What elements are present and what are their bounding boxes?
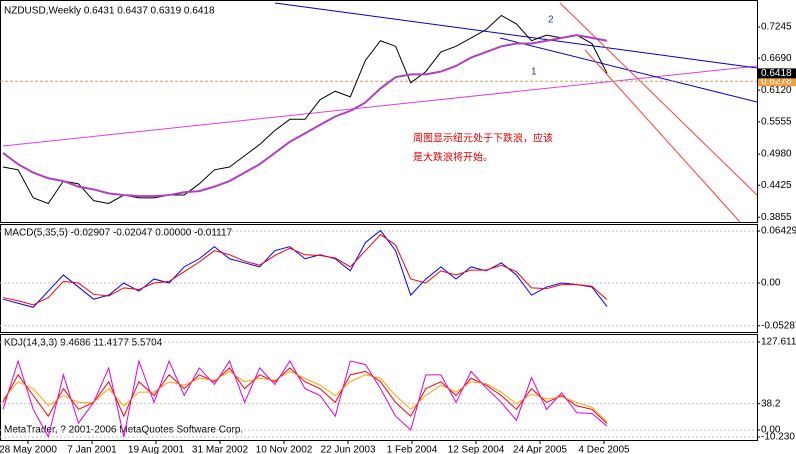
x-tick-label: 7 Jan 2001 bbox=[67, 445, 117, 454]
kdj-pane bbox=[0, 334, 758, 441]
y-tick-label: 127.611 bbox=[761, 337, 796, 348]
x-tick-label: 4 Dec 2005 bbox=[578, 445, 630, 454]
x-tick-label: 28 May 2000 bbox=[0, 445, 57, 454]
x-tick-label: 31 Mar 2002 bbox=[192, 445, 249, 454]
y-tick-label: 0.00 bbox=[761, 278, 781, 289]
series-line bbox=[2, 14, 608, 205]
bid-box bbox=[758, 68, 796, 79]
red-line bbox=[559, 2, 758, 196]
price-pane bbox=[0, 0, 758, 223]
y-tick-label: 0.00 bbox=[761, 425, 781, 436]
pane-title: NZDUSD,Weekly 0.6431 0.6437 0.6319 0.641… bbox=[4, 6, 215, 17]
x-tick-label: 1 Feb 2004 bbox=[387, 445, 438, 454]
red-line bbox=[584, 49, 741, 223]
y-tick-label: 0.7245 bbox=[761, 22, 792, 33]
y-tick-label: 0.5555 bbox=[761, 116, 792, 127]
macd-pane bbox=[0, 224, 758, 333]
pane-title: KDJ(14,3,3) 9.4686 11.4177 5.5704 bbox=[4, 338, 163, 349]
series-line bbox=[2, 359, 608, 439]
trend-line bbox=[2, 65, 758, 147]
y-tick-label: -10.230 bbox=[761, 432, 795, 443]
pane-title: MACD(5,35,5) -0.02907 -0.02047 0.00000 -… bbox=[4, 228, 233, 239]
copyright: MetaTrader, ? 2001-2006 MetaQuotes Softw… bbox=[4, 425, 243, 436]
y-tick-label: 0.3855 bbox=[761, 212, 792, 223]
level-label: 0.6278 bbox=[761, 76, 792, 87]
series-line bbox=[2, 233, 608, 306]
y-tick-label: -0.05287 bbox=[761, 320, 796, 331]
annotation: 周图显示纽元处于下跌浪，应该 bbox=[413, 132, 553, 145]
annotation: 是大跌浪将开始。 bbox=[413, 151, 493, 164]
level-box bbox=[758, 76, 796, 87]
x-tick-label: 19 Aug 2001 bbox=[128, 445, 185, 454]
series-line bbox=[2, 367, 608, 424]
bid-label: 0.6418 bbox=[761, 68, 792, 79]
x-tick-label: 10 Nov 2002 bbox=[256, 445, 313, 454]
wave-label: 2 bbox=[548, 15, 554, 26]
series-line bbox=[2, 370, 608, 423]
y-tick-label: 0.06429 bbox=[761, 226, 796, 237]
y-tick-label: 0.6690 bbox=[761, 53, 792, 64]
channel-top bbox=[274, 2, 758, 69]
y-tick-label: 0.4425 bbox=[761, 180, 792, 191]
x-tick-label: 24 Apr 2005 bbox=[513, 445, 567, 454]
series-line bbox=[2, 34, 608, 198]
wave-label: 1 bbox=[531, 67, 537, 78]
x-tick-label: 12 Sep 2004 bbox=[448, 445, 505, 454]
x-tick-label: 22 Jun 2003 bbox=[320, 445, 375, 454]
y-tick-label: 0.6120 bbox=[761, 85, 792, 96]
y-tick-label: 38.2 bbox=[761, 398, 781, 409]
y-tick-label: 0.4980 bbox=[761, 149, 792, 160]
